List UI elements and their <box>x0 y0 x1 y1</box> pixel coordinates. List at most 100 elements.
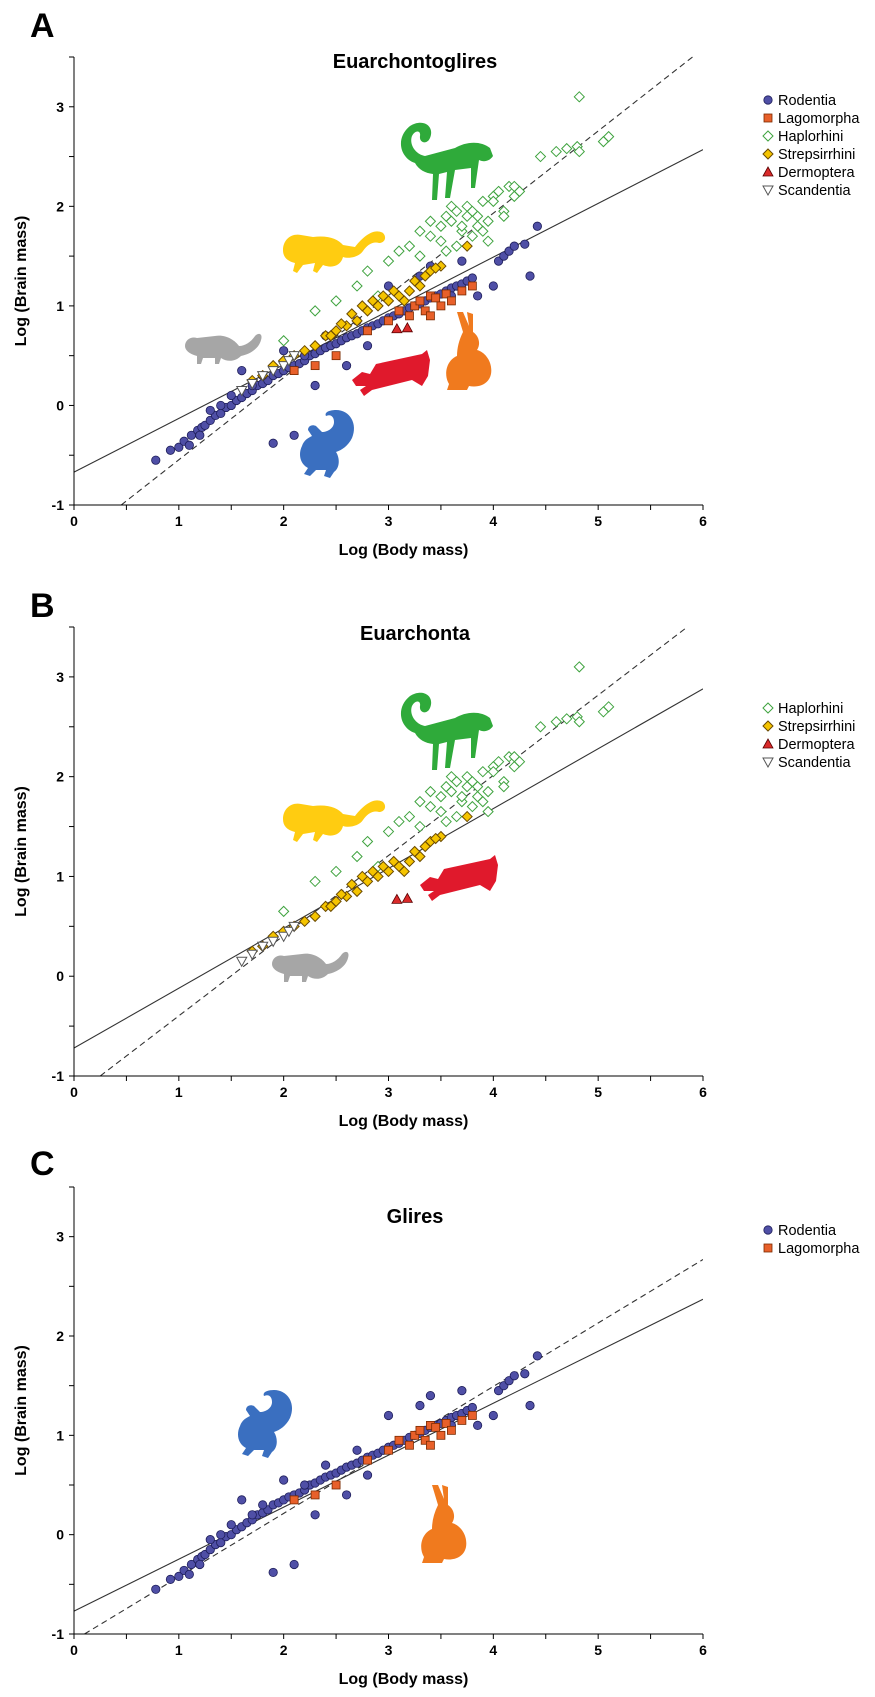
data-point-strepsirrhini <box>346 308 358 320</box>
series-lagomorpha <box>289 1411 477 1505</box>
legend-label: Haplorhini <box>778 129 843 145</box>
x-axis-label: Log (Body mass) <box>339 1113 469 1130</box>
lemur-silhouette <box>283 800 386 842</box>
data-point-rodentia <box>532 1351 542 1361</box>
data-point-haplorhini <box>450 240 463 252</box>
data-point-lagomorpha <box>420 1435 430 1445</box>
colugo-silhouette-shape <box>420 855 498 901</box>
y-tick-label: -1 <box>52 497 65 513</box>
data-point-haplorhini <box>487 765 500 778</box>
data-point-haplorhini <box>508 180 521 193</box>
data-point-lagomorpha <box>289 1495 299 1505</box>
x-tick-label: 4 <box>489 1084 497 1100</box>
data-point-lagomorpha <box>384 1445 393 1455</box>
data-point-haplorhini <box>403 810 416 823</box>
data-point-rodentia <box>165 445 176 455</box>
data-point-rodentia <box>509 1371 519 1381</box>
hare-silhouette <box>446 312 492 390</box>
data-point-rodentia <box>205 405 215 416</box>
x-tick-label: 3 <box>385 1084 393 1100</box>
data-point-rodentia <box>216 1530 226 1540</box>
legend-label: Dermoptera <box>778 165 855 181</box>
data-point-haplorhini <box>461 780 473 793</box>
data-point-haplorhini <box>561 713 573 725</box>
data-point-haplorhini <box>403 240 416 252</box>
data-point-haplorhini <box>330 865 342 878</box>
regression-line-solid <box>74 1298 703 1612</box>
data-point-rodentia <box>525 1400 535 1411</box>
data-point-rodentia <box>184 440 194 450</box>
x-tick-label: 5 <box>594 513 602 529</box>
data-point-dermoptera <box>391 322 403 334</box>
data-point-haplorhini <box>424 230 437 242</box>
data-point-lagomorpha <box>415 296 425 306</box>
data-point-haplorhini <box>602 130 615 143</box>
x-tick-label: 3 <box>385 513 393 529</box>
data-point-scandentia <box>277 361 290 372</box>
data-point-haplorhini <box>461 210 473 222</box>
legend-label: Dermoptera <box>778 737 855 753</box>
series-haplorhini <box>277 91 615 347</box>
data-point-rodentia <box>174 442 184 452</box>
monkey-silhouette-shape <box>400 692 493 770</box>
x-tick-label: 0 <box>70 1084 78 1100</box>
data-point-lagomorpha <box>394 306 404 316</box>
data-point-strepsirrhini <box>419 270 431 282</box>
data-point-haplorhini <box>550 716 562 728</box>
data-point-lagomorpha <box>405 1440 414 1450</box>
data-point-rodentia <box>362 341 373 351</box>
data-point-lagomorpha <box>446 296 456 306</box>
x-tick-label: 6 <box>699 513 707 529</box>
data-point-rodentia <box>383 281 394 291</box>
data-point-rodentia <box>532 221 542 231</box>
lemur-silhouette <box>283 231 386 273</box>
data-point-rodentia <box>279 1475 289 1485</box>
data-point-haplorhini <box>393 245 405 257</box>
squirrel-silhouette <box>238 1390 293 1458</box>
data-point-haplorhini <box>602 701 615 713</box>
data-point-strepsirrhini <box>346 878 358 891</box>
data-point-strepsirrhini <box>356 870 368 883</box>
data-point-strepsirrhini <box>351 885 363 898</box>
data-point-rodentia <box>268 438 278 448</box>
data-point-lagomorpha <box>420 306 430 316</box>
data-point-strepsirrhini <box>461 240 473 252</box>
data-point-haplorhini <box>382 255 395 267</box>
legend-marker <box>762 185 774 197</box>
monkey-silhouette <box>400 122 493 200</box>
data-point-lagomorpha <box>410 1430 420 1440</box>
data-point-strepsirrhini <box>388 855 400 868</box>
treeshrew-silhouette <box>272 951 349 982</box>
data-point-strepsirrhini <box>335 888 348 901</box>
legend-marker <box>763 1243 773 1253</box>
y-tick-label: 2 <box>56 1328 64 1344</box>
data-point-rodentia <box>310 380 320 391</box>
panel-letter: A <box>30 7 55 45</box>
data-point-haplorhini <box>424 785 437 798</box>
data-point-haplorhini <box>445 215 458 227</box>
y-tick-label: -1 <box>52 1626 65 1642</box>
data-point-rodentia <box>467 273 477 283</box>
y-tick-label: 0 <box>56 1527 64 1543</box>
data-point-rodentia <box>247 1510 257 1520</box>
panel-letter: C <box>30 1145 55 1183</box>
x-tick-label: 4 <box>489 1642 497 1658</box>
monkey-silhouette-shape <box>400 122 493 200</box>
legend-marker <box>762 720 774 732</box>
data-point-rodentia <box>383 1410 394 1421</box>
data-point-haplorhini <box>561 142 573 155</box>
x-tick-label: 5 <box>594 1084 602 1100</box>
legend-label: Lagomorpha <box>778 111 860 127</box>
data-point-haplorhini <box>573 145 586 158</box>
data-point-haplorhini <box>471 220 484 232</box>
data-point-scandentia <box>235 956 248 968</box>
data-point-strepsirrhini <box>298 344 311 357</box>
series-lagomorpha <box>289 281 477 376</box>
data-point-rodentia <box>520 239 530 249</box>
legend: Rodentia Lagomorpha <box>763 1223 860 1257</box>
data-point-lagomorpha <box>405 311 414 321</box>
hare-silhouette-shape <box>446 312 492 390</box>
x-tick-label: 2 <box>280 513 288 529</box>
data-point-strepsirrhini <box>388 285 400 297</box>
data-point-dermoptera <box>401 321 414 333</box>
